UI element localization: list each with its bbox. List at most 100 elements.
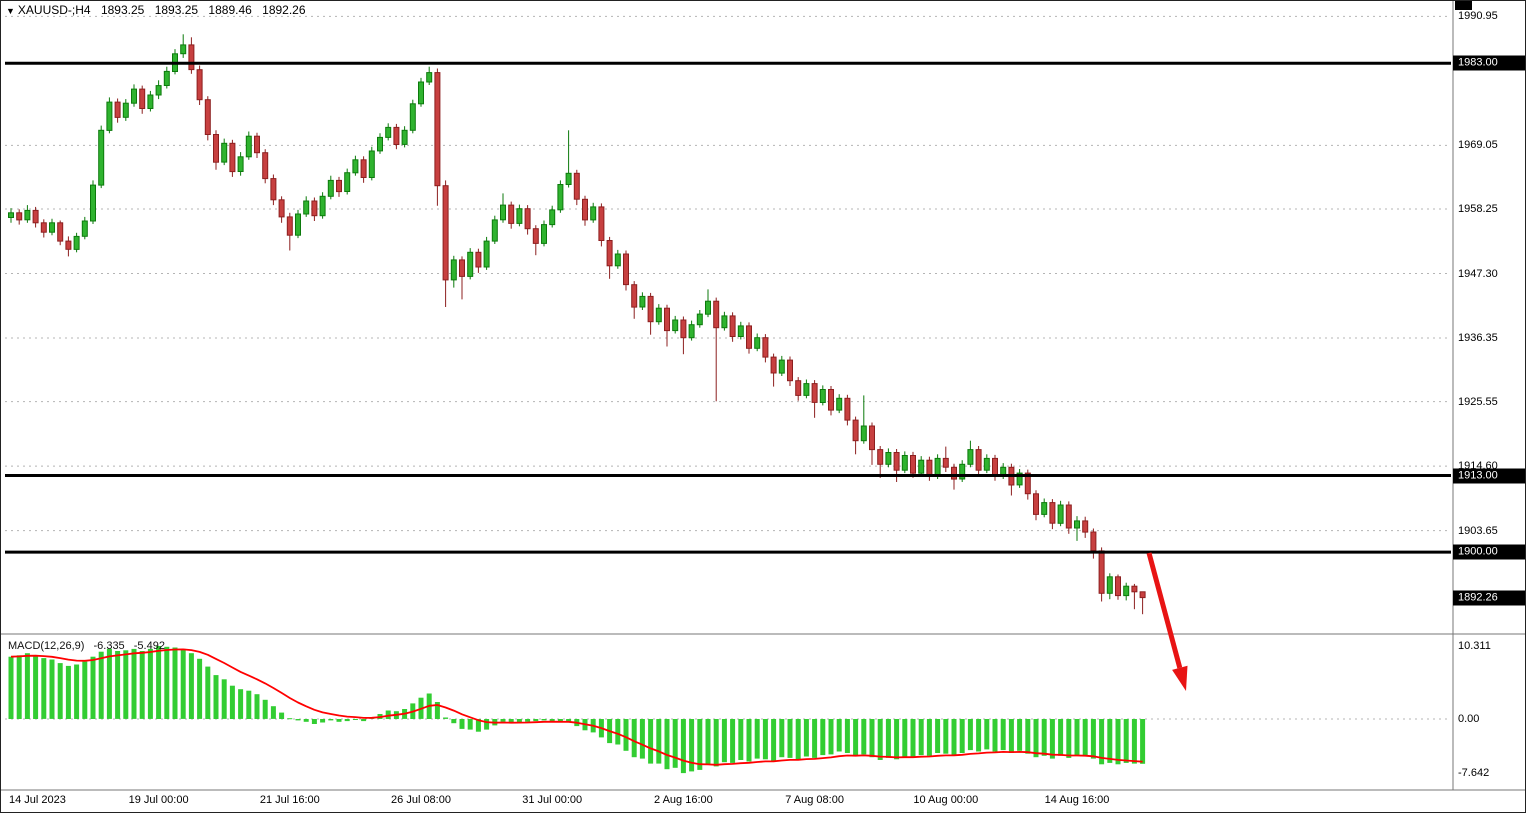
macd-bar: [361, 719, 367, 722]
macd-bar: [951, 719, 957, 756]
macd-bar: [451, 719, 457, 724]
macd-bar: [566, 719, 572, 722]
candle-body: [450, 259, 457, 281]
macd-bar: [352, 719, 358, 720]
macd-bar: [65, 665, 71, 719]
candle-body: [106, 101, 113, 131]
arrow-head[interactable]: [1172, 665, 1188, 691]
price-axis-label: 1925.55: [1458, 395, 1498, 408]
candles: [8, 34, 1146, 615]
macd-bar: [311, 719, 317, 724]
candle-body: [590, 206, 597, 221]
candle-body: [180, 44, 187, 55]
macd-bar: [959, 719, 965, 753]
candle-body: [860, 425, 867, 442]
time-axis[interactable]: 14 Jul 2023 19 Jul 00:00 21 Jul 16:00 26 Ju…: [1, 790, 1525, 812]
candle-body: [295, 213, 301, 236]
price-axis-label: 1969.05: [1458, 139, 1498, 152]
candle-body: [377, 136, 383, 152]
macd-bar: [344, 719, 350, 722]
macd-bar: [41, 658, 47, 719]
macd-bar: [205, 666, 211, 719]
macd-bar: [172, 647, 178, 719]
macd-bar: [853, 719, 859, 757]
macd-bar: [16, 655, 22, 719]
candle-body: [910, 455, 916, 474]
candle-body: [565, 172, 572, 186]
candle-body: [1049, 502, 1056, 524]
price-axis-label: 1936.35: [1458, 332, 1498, 344]
ohlc-open: 1893.25: [100, 3, 145, 17]
macd-bar: [1025, 719, 1031, 754]
candle-body: [467, 251, 474, 277]
candle-body: [959, 463, 966, 480]
macd-bar: [262, 699, 268, 719]
candle-body: [992, 457, 998, 477]
macd-bar: [156, 646, 162, 719]
candle-body: [926, 459, 933, 477]
candle-body: [278, 199, 285, 218]
macd-bar: [139, 651, 145, 719]
macd-bar: [303, 719, 309, 722]
candle-body: [770, 356, 777, 374]
candle-body: [869, 425, 875, 451]
candle-body: [32, 209, 39, 224]
macd-bar: [885, 719, 891, 758]
macd-bar: [1058, 719, 1064, 756]
candle-body: [65, 240, 72, 250]
candle-body: [934, 457, 941, 477]
candle-body: [803, 383, 810, 396]
candle-body: [524, 208, 531, 230]
candle-body: [204, 99, 211, 135]
candle-body: [16, 212, 23, 221]
price-axis[interactable]: 1990.95 1969.05 1958.25 1947.30 1936.35 1925.…: [1453, 1, 1525, 790]
macd-bar: [721, 719, 727, 763]
arrow-shaft[interactable]: [1146, 552, 1183, 669]
candle-body: [139, 88, 146, 109]
macd-bar: [484, 719, 490, 730]
candle-body: [1106, 576, 1113, 594]
candle-body: [163, 70, 170, 87]
candle-body: [746, 325, 752, 349]
time-axis-label: 7 Aug 08:00: [785, 794, 844, 806]
macd-bar: [623, 719, 629, 751]
price-level-box: 1913.00: [1453, 468, 1525, 483]
candle-body: [426, 72, 433, 83]
candle-body: [114, 101, 121, 118]
macd-bar: [541, 719, 547, 721]
candle-body: [721, 315, 728, 329]
macd-bar: [730, 719, 736, 763]
candle-body: [696, 313, 703, 326]
candle-body: [811, 383, 818, 403]
candle-body: [1123, 585, 1130, 597]
candle-body: [1139, 591, 1146, 599]
candle-body: [270, 178, 277, 201]
candle-body: [188, 44, 195, 71]
macd-bar: [336, 719, 342, 722]
time-axis-label: 14 Jul 2023: [9, 794, 66, 806]
candle-body: [327, 179, 334, 197]
macd-bar: [943, 719, 949, 754]
candle-body: [360, 159, 367, 179]
trend-arrow-annotation[interactable]: [1146, 552, 1188, 691]
axis-corner-marker: [1455, 1, 1472, 10]
macd-bar: [1115, 719, 1121, 765]
macd-axis-label: -7.642: [1458, 767, 1490, 779]
candle-body: [737, 325, 744, 337]
macd-bar: [115, 651, 121, 719]
macd-bar: [246, 690, 252, 719]
macd-bar: [631, 719, 637, 758]
macd-bar: [1049, 719, 1055, 759]
candle-body: [303, 200, 310, 215]
macd-bar: [106, 648, 112, 719]
candle-body: [672, 319, 679, 332]
macd-bar: [820, 719, 826, 756]
macd-bar: [49, 659, 55, 719]
macd-bar: [24, 653, 30, 719]
macd-bar: [467, 719, 473, 730]
symbol-dropdown-icon[interactable]: ▼: [6, 6, 15, 16]
candle-body: [975, 449, 982, 471]
macd-bar: [1066, 719, 1072, 758]
macd-bar: [812, 719, 818, 758]
